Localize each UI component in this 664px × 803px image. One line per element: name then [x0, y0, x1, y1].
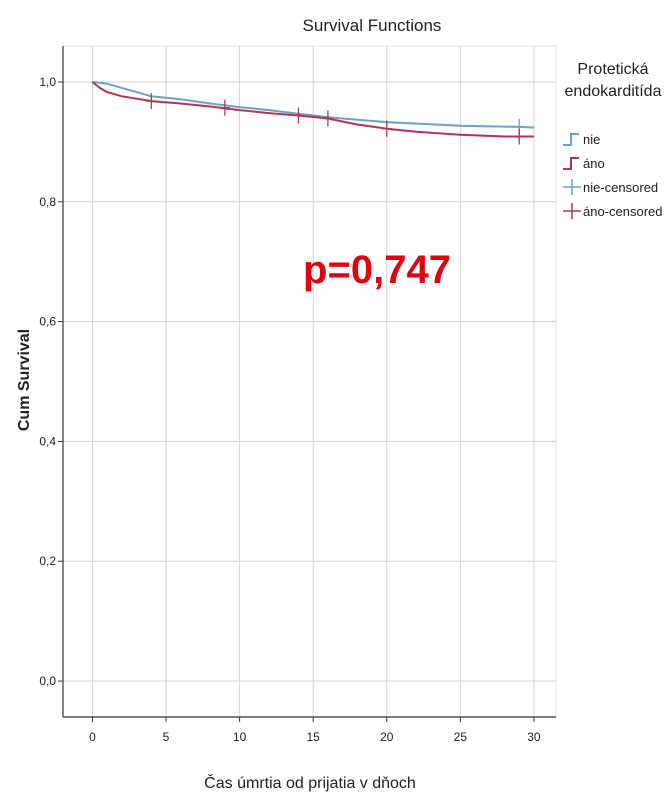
- chart-title: Survival Functions: [303, 16, 442, 35]
- x-tick-label: 5: [163, 730, 170, 744]
- x-axis-label: Čas úmrtia od prijatia v dňoch: [204, 773, 416, 792]
- legend-title: Protetická: [577, 61, 648, 78]
- legend-entry-label: áno-censored: [583, 204, 663, 219]
- x-tick-label: 25: [454, 730, 468, 744]
- y-tick-label: 0,4: [39, 434, 56, 448]
- grid: [63, 46, 556, 717]
- p-value-annotation: p=0,747: [303, 248, 451, 292]
- y-tick-label: 0,6: [39, 315, 56, 329]
- x-tick-label: 0: [89, 730, 96, 744]
- legend-entry-label: nie-censored: [583, 180, 658, 195]
- x-tick-label: 15: [306, 730, 320, 744]
- legend-step-swatch: [563, 157, 579, 170]
- axes: [62, 45, 557, 718]
- y-axis-label: Cum Survival: [16, 329, 33, 431]
- y-tick-label: 1,0: [39, 75, 56, 89]
- y-tick-label: 0,2: [39, 554, 56, 568]
- legend-title: endokarditída: [565, 83, 662, 100]
- legend-entry-label: áno: [583, 156, 605, 171]
- x-tick-label: 10: [233, 730, 247, 744]
- series-line-1: [91, 81, 534, 138]
- x-tick-label: 20: [380, 730, 394, 744]
- y-tick-label: 0,8: [39, 195, 56, 209]
- tick-labels: 0 5 10 15 20 25 30 0,0 0,2 0,4 0,6 0,8 1,0: [39, 75, 541, 744]
- legend-entry-label: nie: [583, 132, 600, 147]
- series-lines: [91, 80, 534, 145]
- series-line-0: [92, 80, 534, 129]
- legend: Protetická endokarditída nie áno nie-censore…: [563, 61, 663, 219]
- y-tick-label: 0,0: [39, 674, 56, 688]
- legend-step-swatch: [563, 133, 579, 146]
- x-tick-label: 30: [527, 730, 541, 744]
